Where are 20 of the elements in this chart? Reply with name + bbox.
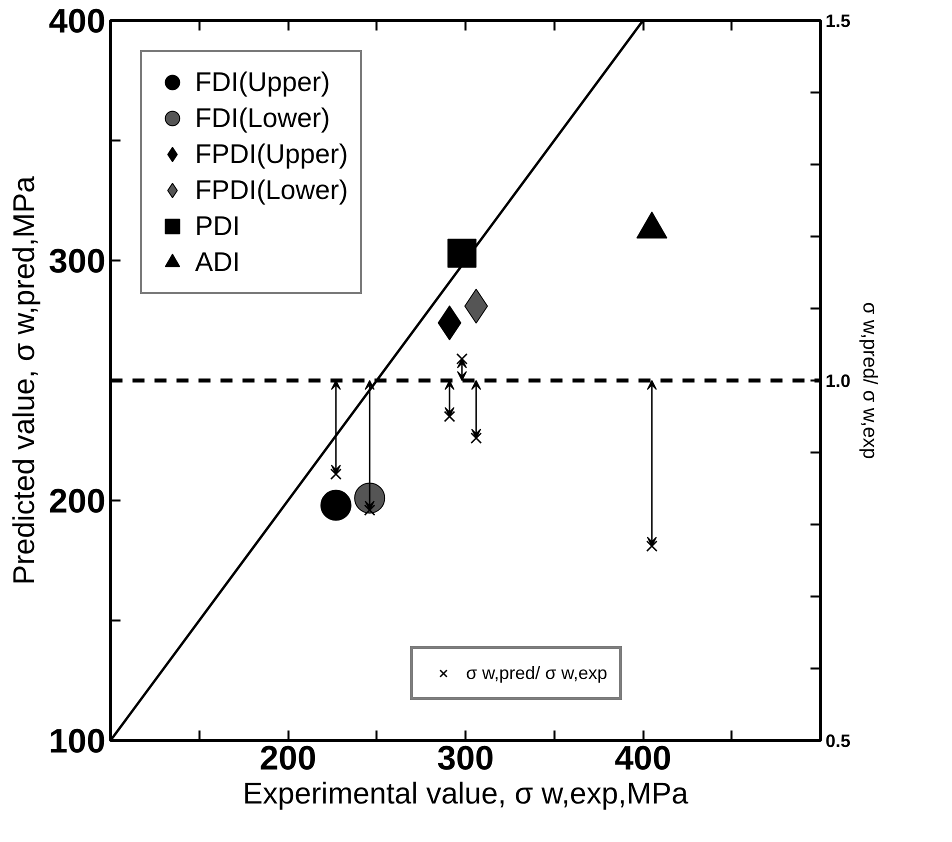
- y2-tick-label: 1.0: [826, 371, 851, 391]
- y-tick-label: 300: [48, 242, 106, 280]
- y-tick-label: 200: [48, 482, 106, 520]
- x-tick-label: 400: [614, 740, 672, 778]
- x-tick-label: 300: [437, 740, 494, 778]
- y2-tick-label: 0.5: [826, 731, 851, 751]
- legend-label: PDI: [195, 210, 240, 242]
- legend-label: FDI(Lower): [195, 102, 330, 134]
- x-axis-title: Experimental value, σ w,exp,MPa: [242, 778, 689, 810]
- y2-tick-label: 1.5: [826, 11, 851, 31]
- legend-label: FDI(Upper): [195, 66, 330, 98]
- legend-label: ADI: [195, 246, 240, 278]
- y2-axis-title: σ w,pred/ σ w,exp: [858, 302, 881, 459]
- y-tick-label: 400: [48, 2, 106, 40]
- legend-label: σ w,pred/ σ w,exp: [466, 662, 608, 684]
- x-tick-label: 200: [260, 740, 316, 778]
- legend-label: FPDI(Upper): [195, 138, 348, 170]
- y-axis-title: Predicted value, σ w,pred,MPa: [8, 176, 41, 585]
- legend-label: FPDI(Lower): [195, 174, 348, 206]
- y-tick-label: 100: [48, 722, 106, 760]
